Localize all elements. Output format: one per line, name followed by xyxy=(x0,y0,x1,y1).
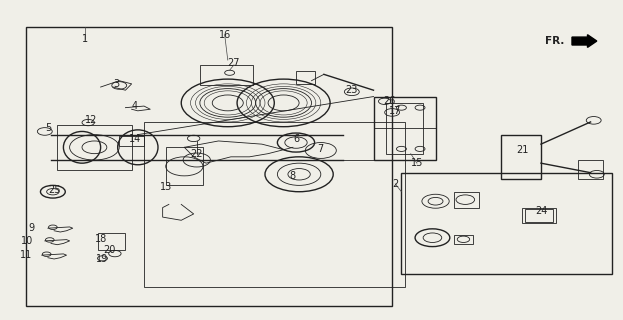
Text: 8: 8 xyxy=(290,171,296,181)
Bar xyxy=(296,71,315,84)
Bar xyxy=(386,103,423,154)
Bar xyxy=(501,135,541,179)
Text: 3: 3 xyxy=(113,79,119,89)
FancyArrow shape xyxy=(572,35,597,47)
Text: 4: 4 xyxy=(131,101,138,111)
Bar xyxy=(98,233,125,251)
Text: 2: 2 xyxy=(392,179,398,189)
Text: 13: 13 xyxy=(159,182,172,192)
Bar xyxy=(119,136,144,146)
Bar xyxy=(200,65,252,85)
Text: FR.: FR. xyxy=(545,36,564,46)
Bar xyxy=(144,122,404,287)
Bar xyxy=(166,147,203,185)
Text: 20: 20 xyxy=(104,245,116,255)
Bar xyxy=(374,97,435,160)
Text: 1: 1 xyxy=(82,35,88,44)
Bar xyxy=(454,235,473,244)
Text: 15: 15 xyxy=(411,158,423,168)
Text: 17: 17 xyxy=(389,106,401,116)
Bar xyxy=(522,208,556,223)
Bar xyxy=(578,160,603,179)
Text: 27: 27 xyxy=(228,58,240,68)
Bar xyxy=(26,27,392,306)
Text: 9: 9 xyxy=(28,223,34,233)
Text: 14: 14 xyxy=(128,134,141,144)
Text: 10: 10 xyxy=(21,236,34,246)
Text: 22: 22 xyxy=(191,149,203,159)
Text: 16: 16 xyxy=(219,30,231,40)
Bar xyxy=(454,192,479,208)
Bar xyxy=(57,125,131,170)
Text: 23: 23 xyxy=(346,85,358,95)
Text: 25: 25 xyxy=(48,185,60,195)
Text: 6: 6 xyxy=(293,134,299,144)
Bar xyxy=(401,173,612,274)
Text: 12: 12 xyxy=(85,115,98,125)
Text: 24: 24 xyxy=(535,206,547,216)
Text: 7: 7 xyxy=(318,144,324,154)
Text: 18: 18 xyxy=(95,234,107,244)
Text: 26: 26 xyxy=(383,96,395,106)
Text: 19: 19 xyxy=(97,254,108,264)
Text: 5: 5 xyxy=(45,123,51,133)
Text: 21: 21 xyxy=(516,146,528,156)
Text: 11: 11 xyxy=(20,250,32,260)
Bar xyxy=(525,209,553,222)
